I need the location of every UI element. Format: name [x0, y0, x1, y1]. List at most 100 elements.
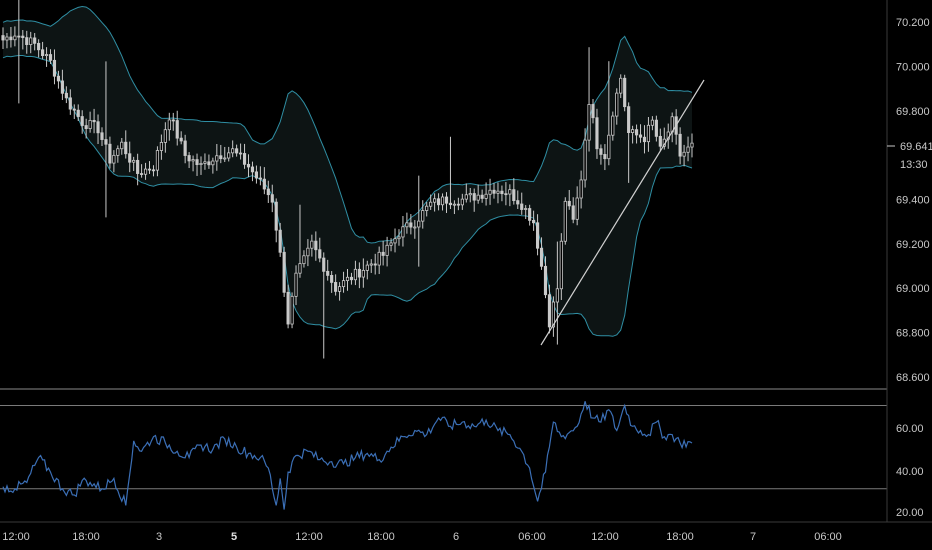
- rsi-axis-tick: 20.00: [896, 507, 924, 519]
- candle: [646, 116, 651, 152]
- candle: [167, 112, 171, 141]
- time-axis-label: 5: [231, 531, 237, 543]
- candle: [306, 239, 310, 267]
- candle: [52, 49, 57, 85]
- candle: [488, 178, 492, 205]
- current-price-label: 69.641 13:30: [887, 141, 932, 171]
- candle: [393, 228, 397, 253]
- trendline[interactable]: [540, 79, 705, 346]
- candle: [310, 234, 314, 257]
- candle: [147, 161, 152, 174]
- time-axis[interactable]: 12:00 18:00 3 5 12:00 18:00 6 06:00 12:0…: [2, 531, 842, 543]
- candle: [120, 138, 124, 155]
- candle: [500, 185, 504, 202]
- candle: [425, 202, 429, 217]
- candle: [476, 184, 480, 204]
- candle: [543, 256, 548, 299]
- candle: [623, 74, 627, 112]
- candle: [496, 182, 500, 204]
- candle: [163, 122, 167, 153]
- candlestick-series: [1, 0, 694, 359]
- candle: [460, 193, 464, 210]
- candle: [183, 134, 187, 164]
- candle: [575, 186, 579, 226]
- candle: [638, 124, 643, 143]
- candle: [417, 175, 421, 267]
- candle: [583, 128, 587, 188]
- candle: [551, 296, 555, 337]
- candle: [349, 272, 354, 285]
- candle: [187, 152, 191, 169]
- candle: [159, 134, 163, 160]
- candle: [440, 193, 445, 211]
- candle: [64, 86, 68, 104]
- candle: [68, 89, 72, 115]
- candle: [203, 153, 207, 170]
- candle: [512, 178, 516, 205]
- candle: [25, 30, 29, 54]
- price-axis-tick: 69.400: [896, 195, 930, 207]
- candle: [124, 130, 128, 159]
- candle: [262, 167, 266, 195]
- candle: [528, 204, 532, 226]
- time-axis-label: 06:00: [518, 531, 546, 543]
- candle: [385, 236, 389, 267]
- candle: [48, 49, 53, 64]
- candle: [175, 110, 179, 146]
- candle: [524, 205, 528, 220]
- price-pane[interactable]: [1, 0, 705, 359]
- candle: [532, 210, 536, 231]
- candle: [397, 229, 401, 246]
- candle: [448, 136, 453, 210]
- rsi-axis[interactable]: 60.00 40.00 20.00: [896, 423, 924, 519]
- candle: [587, 47, 591, 152]
- price-axis-tick: 70.000: [896, 62, 930, 74]
- candle: [302, 250, 306, 268]
- price-axis[interactable]: 70.200 70.000 69.800 69.400 69.200 69.000 68.8…: [896, 17, 930, 384]
- candle: [631, 125, 635, 144]
- candle: [535, 214, 540, 256]
- candle: [215, 144, 219, 171]
- candle: [96, 114, 100, 145]
- candle: [468, 187, 472, 203]
- candle: [219, 144, 223, 164]
- candle: [140, 164, 144, 178]
- candle: [235, 144, 239, 157]
- candle: [615, 88, 619, 125]
- candle: [1, 27, 5, 49]
- candle: [72, 104, 76, 120]
- candle: [520, 192, 524, 215]
- time-axis-label: 12:00: [591, 531, 619, 543]
- candle: [21, 29, 25, 50]
- rsi-axis-tick: 60.00: [896, 423, 924, 435]
- candle: [389, 238, 393, 252]
- candle: [607, 61, 611, 166]
- candle: [345, 269, 350, 291]
- candle: [690, 133, 694, 158]
- candle: [108, 136, 112, 169]
- candle: [429, 194, 433, 210]
- candle: [330, 271, 334, 293]
- candle: [298, 204, 302, 278]
- candle: [409, 214, 413, 235]
- candle: [413, 220, 417, 239]
- time-axis-label: 7: [750, 531, 756, 543]
- candle: [682, 144, 686, 167]
- candle: [591, 98, 595, 124]
- candle: [104, 61, 108, 218]
- rsi-axis-tick: 40.00: [896, 466, 924, 478]
- candle: [274, 198, 278, 243]
- candle: [290, 292, 294, 329]
- candle: [508, 184, 512, 207]
- candle: [634, 124, 639, 144]
- current-price-value: 69.641: [900, 141, 932, 153]
- candle: [599, 144, 603, 165]
- candle: [480, 189, 484, 203]
- candle: [92, 108, 96, 134]
- candle: [155, 146, 160, 177]
- rsi-pane[interactable]: [0, 401, 887, 510]
- candle: [314, 231, 318, 261]
- candle: [44, 47, 49, 67]
